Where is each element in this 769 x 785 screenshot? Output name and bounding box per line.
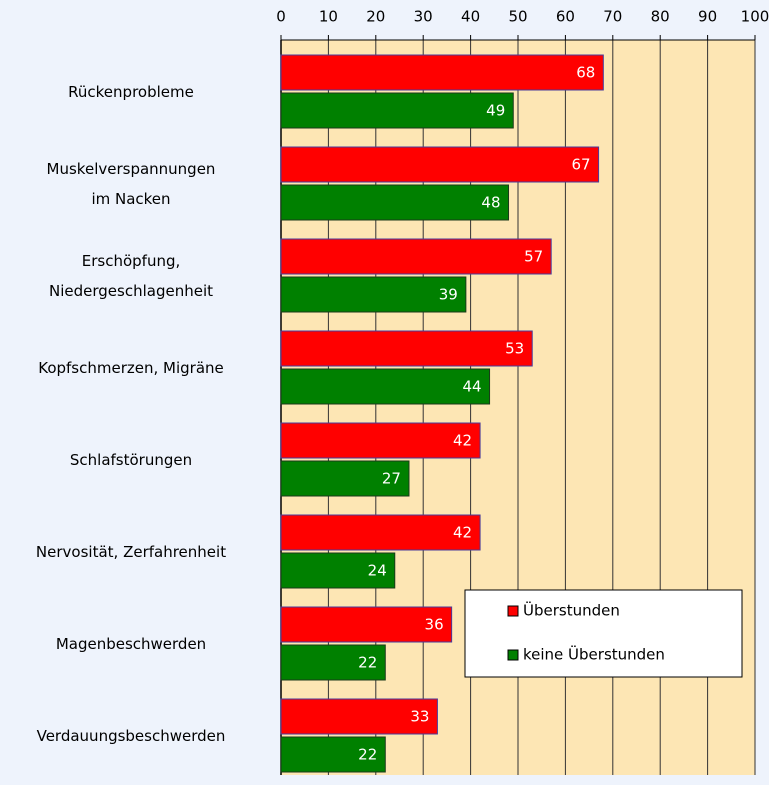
bar bbox=[280, 460, 410, 497]
value-label: 44 bbox=[462, 378, 481, 396]
value-label: 22 bbox=[358, 654, 377, 672]
x-tick-label: 50 bbox=[508, 8, 527, 26]
value-label: 49 bbox=[486, 102, 505, 120]
y-tick-label: Muskelverspannungen im Nacken bbox=[46, 160, 216, 208]
y-tick-label: Erschöpfung, Niedergeschlagenheit bbox=[49, 252, 213, 300]
bar bbox=[280, 184, 510, 221]
bar bbox=[280, 698, 438, 735]
x-tick-label: 90 bbox=[698, 8, 717, 26]
x-tick-label: 60 bbox=[556, 8, 575, 26]
x-tick-label: 70 bbox=[603, 8, 622, 26]
x-tick-label: 100 bbox=[741, 8, 769, 26]
x-tick-label: 0 bbox=[276, 8, 286, 26]
x-tick-label: 10 bbox=[319, 8, 338, 26]
bar bbox=[280, 552, 396, 589]
value-label: 68 bbox=[576, 64, 595, 82]
y-tick-label: Magenbeschwerden bbox=[55, 635, 207, 653]
value-label: 57 bbox=[524, 248, 543, 266]
bar bbox=[280, 422, 481, 459]
legend-label: Überstunden bbox=[523, 601, 620, 620]
value-label: 22 bbox=[358, 746, 377, 764]
value-label: 42 bbox=[453, 432, 472, 450]
bar bbox=[280, 606, 453, 643]
bar bbox=[280, 54, 604, 91]
bar bbox=[280, 736, 386, 773]
y-tick-label: Schlafstörungen bbox=[69, 451, 193, 469]
legend-box bbox=[464, 589, 743, 678]
x-tick-label: 80 bbox=[651, 8, 670, 26]
bar bbox=[280, 514, 481, 551]
value-label: 36 bbox=[425, 616, 444, 634]
value-label: 27 bbox=[382, 470, 401, 488]
value-label: 67 bbox=[571, 156, 590, 174]
bar bbox=[280, 368, 491, 405]
value-label: 53 bbox=[505, 340, 524, 358]
value-label: 48 bbox=[481, 194, 500, 212]
legend-swatch bbox=[507, 649, 519, 661]
bar bbox=[280, 276, 467, 313]
x-tick-label: 30 bbox=[414, 8, 433, 26]
bar bbox=[280, 146, 600, 183]
y-tick-label: Rückenprobleme bbox=[68, 83, 194, 101]
y-tick-label: Verdauungsbeschwerden bbox=[36, 727, 226, 745]
bar bbox=[280, 238, 552, 275]
y-tick-label: Kopfschmerzen, Migräne bbox=[38, 359, 224, 377]
value-label: 33 bbox=[410, 708, 429, 726]
legend-swatch bbox=[507, 605, 519, 617]
x-tick-label: 20 bbox=[366, 8, 385, 26]
bar bbox=[280, 330, 533, 367]
value-label: 24 bbox=[368, 562, 387, 580]
bar bbox=[280, 644, 386, 681]
bar bbox=[280, 92, 514, 129]
value-label: 39 bbox=[439, 286, 458, 304]
x-tick-label: 40 bbox=[461, 8, 480, 26]
value-label: 42 bbox=[453, 524, 472, 542]
y-tick-label: Nervosität, Zerfahrenheit bbox=[35, 543, 227, 561]
legend-label: keine Überstunden bbox=[523, 645, 665, 664]
